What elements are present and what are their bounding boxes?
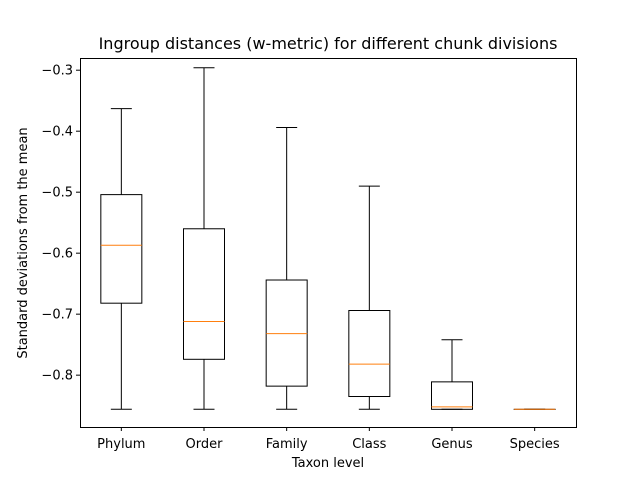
box-class	[349, 186, 390, 409]
y-tick-label: −0.6	[41, 247, 73, 262]
x-axis-label: Taxon level	[291, 456, 364, 471]
x-tick-label: Family	[266, 437, 308, 452]
iqr-box	[349, 311, 390, 397]
chart-title: Ingroup distances (w-metric) for differe…	[99, 34, 558, 53]
x-tick-label: Order	[186, 437, 224, 452]
y-tick-label: −0.5	[41, 186, 73, 201]
y-tick-label: −0.4	[41, 125, 73, 140]
x-tick-label: Genus	[431, 437, 473, 452]
x-tick-label: Class	[352, 437, 386, 452]
plot-area: −0.3 −0.4 −0.5 −0.6 −0.7 −0.8 Phylum Order Famil…	[41, 64, 559, 452]
y-tick-label: −0.7	[41, 308, 73, 323]
x-tick-label: Phylum	[97, 437, 145, 452]
box-order	[184, 68, 225, 410]
y-axis-label: Standard deviations from the mean	[16, 127, 31, 358]
x-tick-label: Species	[510, 437, 560, 452]
box-genus	[432, 340, 473, 410]
y-tick-label: −0.8	[41, 369, 73, 384]
iqr-box	[432, 382, 473, 409]
box-family	[266, 128, 307, 410]
y-tick-label: −0.3	[41, 64, 73, 79]
axes-frame	[81, 59, 577, 428]
iqr-box	[101, 195, 142, 304]
iqr-box	[266, 280, 307, 386]
iqr-box	[184, 229, 225, 360]
box-phylum	[101, 109, 142, 410]
